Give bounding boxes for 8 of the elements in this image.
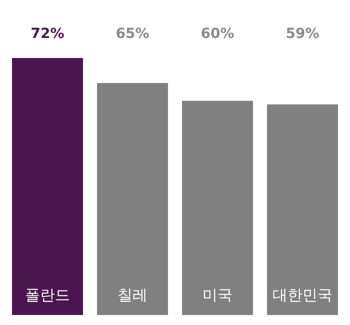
data-label: 72% [30,26,64,42]
x-tick-label: 대한민국 [272,286,332,304]
x-tick-label: 폴란드 [25,286,70,304]
x-tick-label: 미국 [202,286,232,304]
data-label: 59% [286,26,320,42]
x-tick-label: 칠레 [118,286,148,304]
data-label: 60% [200,26,234,42]
data-label: 65% [116,26,150,42]
